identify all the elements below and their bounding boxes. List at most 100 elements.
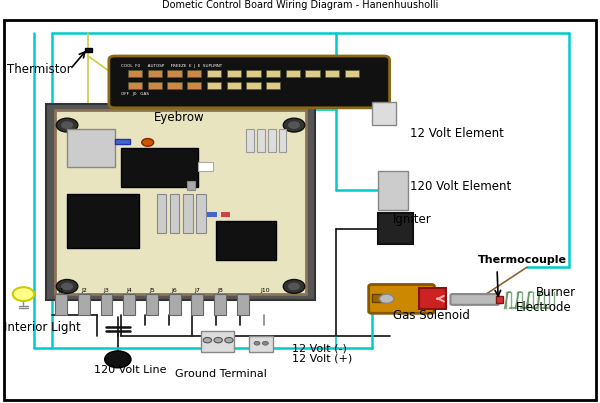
Text: J6: J6 (172, 288, 178, 293)
Text: J7: J7 (194, 288, 200, 293)
Circle shape (105, 351, 131, 368)
Bar (169, 294, 181, 315)
Bar (377, 171, 407, 210)
Bar (214, 294, 226, 315)
Circle shape (288, 121, 300, 129)
Text: Dometic Control Board Wiring Diagram - Hanenhuusholli: Dometic Control Board Wiring Diagram - H… (162, 0, 438, 10)
Bar (202, 330, 235, 352)
Circle shape (288, 283, 300, 290)
Bar (286, 70, 300, 77)
Bar (325, 70, 340, 77)
Bar (78, 294, 90, 315)
Text: Burner: Burner (536, 286, 576, 299)
Circle shape (283, 118, 305, 132)
Bar (371, 102, 395, 125)
Text: Interior Light: Interior Light (4, 320, 81, 334)
Bar (371, 294, 383, 302)
Bar (246, 70, 260, 77)
Bar (46, 104, 315, 300)
Bar (221, 212, 230, 217)
Text: 12 Volt (-): 12 Volt (-) (292, 344, 347, 354)
Text: J1: J1 (58, 288, 64, 293)
Text: COOL  F0      AUTOSP     FREEZE  E  J  E  SUPLMNT: COOL F0 AUTOSP FREEZE E J E SUPLMNT (121, 64, 222, 68)
Bar (227, 83, 241, 89)
Bar (101, 294, 112, 315)
Bar (148, 83, 162, 89)
Bar (170, 194, 179, 233)
Text: J8: J8 (217, 288, 223, 293)
Bar (377, 214, 413, 244)
Text: 12 Volt Element: 12 Volt Element (410, 127, 505, 140)
Circle shape (283, 280, 305, 293)
Bar (115, 139, 130, 144)
FancyBboxPatch shape (368, 285, 434, 313)
Bar (236, 294, 248, 315)
Text: Gas Solenoid: Gas Solenoid (392, 309, 469, 322)
Bar (148, 70, 162, 77)
Bar (268, 129, 275, 152)
Bar (128, 83, 142, 89)
Bar (345, 70, 359, 77)
Circle shape (142, 139, 154, 146)
Bar (157, 194, 166, 233)
Bar (123, 294, 135, 315)
Bar (146, 294, 158, 315)
Bar (199, 162, 214, 171)
Text: Thermistor: Thermistor (7, 63, 72, 76)
Bar (249, 337, 273, 352)
Text: J5: J5 (149, 288, 155, 293)
Circle shape (225, 337, 233, 343)
Text: Igniter: Igniter (392, 213, 431, 226)
Bar (278, 129, 286, 152)
Bar (227, 70, 241, 77)
Bar (266, 70, 280, 77)
Bar (246, 83, 260, 89)
Bar (207, 70, 221, 77)
Circle shape (262, 341, 268, 345)
Text: Eyebrow: Eyebrow (154, 111, 205, 124)
Bar (196, 194, 206, 233)
Bar (419, 288, 446, 310)
Bar (187, 83, 202, 89)
Bar (191, 294, 203, 315)
Bar (305, 70, 320, 77)
Bar (55, 110, 306, 294)
Text: J2: J2 (81, 288, 87, 293)
Bar (208, 212, 217, 217)
Circle shape (379, 294, 394, 303)
Text: OFF   J0   GAS: OFF J0 GAS (121, 92, 149, 96)
FancyBboxPatch shape (451, 294, 499, 305)
Bar (207, 83, 221, 89)
Bar (55, 294, 67, 315)
Text: 120 Volt Line: 120 Volt Line (94, 365, 166, 375)
Circle shape (254, 341, 260, 345)
Bar (496, 296, 503, 303)
Bar (67, 194, 139, 248)
Circle shape (56, 280, 78, 293)
Bar (128, 70, 142, 77)
Bar (85, 48, 92, 52)
Bar (167, 70, 182, 77)
Bar (183, 194, 193, 233)
Circle shape (13, 287, 34, 301)
FancyBboxPatch shape (109, 56, 389, 108)
Circle shape (56, 118, 78, 132)
Bar (67, 129, 115, 167)
Text: Thermocouple: Thermocouple (478, 256, 567, 265)
Text: 120 Volt Element: 120 Volt Element (410, 181, 512, 193)
Circle shape (61, 121, 73, 129)
Bar (257, 129, 265, 152)
Circle shape (61, 283, 73, 290)
Bar (246, 129, 254, 152)
Circle shape (214, 337, 223, 343)
Bar (121, 148, 199, 187)
Text: J3: J3 (104, 288, 109, 293)
Bar (266, 83, 280, 89)
Circle shape (203, 337, 212, 343)
Text: 12 Volt (+): 12 Volt (+) (292, 353, 352, 363)
Text: J4: J4 (126, 288, 132, 293)
Bar (167, 83, 182, 89)
Text: J10: J10 (260, 288, 270, 293)
Bar (187, 70, 202, 77)
Text: Electrode: Electrode (516, 301, 572, 314)
